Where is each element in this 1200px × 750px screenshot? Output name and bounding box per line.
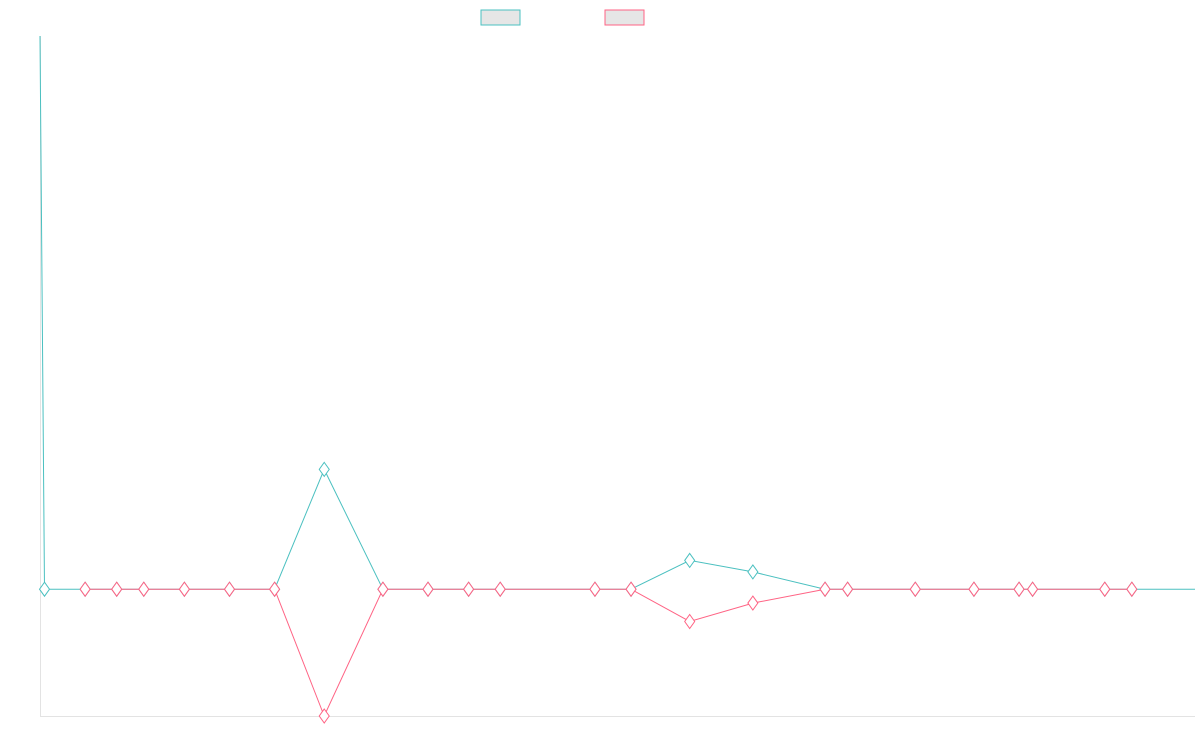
series-1 [38, 35, 1195, 598]
series-2-point[interactable] [422, 581, 434, 598]
legend [480, 9, 645, 26]
series-2-point[interactable] [318, 708, 330, 724]
series-2 [79, 581, 1138, 724]
series-2-point[interactable] [684, 613, 696, 630]
series-2-point[interactable] [377, 581, 389, 598]
series-2-point[interactable] [1126, 581, 1138, 598]
series-2-point[interactable] [79, 581, 91, 598]
series-2-point[interactable] [138, 581, 150, 598]
series-2-point[interactable] [494, 581, 506, 598]
series-1-point[interactable] [747, 564, 759, 580]
series-1-point[interactable] [318, 461, 330, 478]
series-2-point[interactable] [1099, 581, 1111, 598]
series-2-point[interactable] [462, 581, 475, 598]
series-2-point[interactable] [223, 581, 236, 598]
series-2-point[interactable] [178, 581, 190, 598]
legend-swatch-series-2[interactable] [604, 9, 645, 26]
series-1-point[interactable] [684, 552, 696, 569]
series-2-point[interactable] [625, 581, 637, 598]
series-2-point[interactable] [1026, 581, 1039, 598]
series-2-line [85, 588, 1132, 718]
axes [40, 36, 1195, 717]
series-2-point[interactable] [747, 595, 759, 611]
series-2-point[interactable] [968, 581, 980, 598]
series-2-point[interactable] [841, 581, 854, 598]
series-2-point[interactable] [268, 581, 281, 598]
series-1-line [39, 35, 1195, 590]
series-2-point[interactable] [819, 581, 831, 598]
series-2-point[interactable] [909, 581, 921, 598]
series-2-point[interactable] [111, 581, 123, 598]
plot-area [38, 35, 1195, 724]
series-2-point[interactable] [1013, 581, 1025, 598]
series-2-point[interactable] [589, 581, 601, 598]
legend-swatch-series-1[interactable] [480, 9, 521, 26]
series-1-point[interactable] [38, 581, 51, 598]
